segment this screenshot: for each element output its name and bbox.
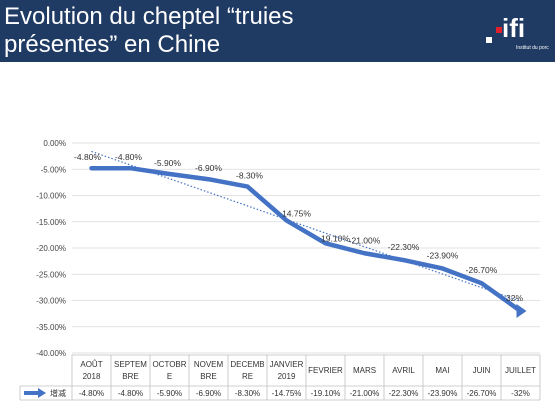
x-tick-label: MAI — [435, 366, 449, 375]
x-tick-label: AOÛT — [80, 360, 102, 369]
series-arrowhead-icon — [516, 304, 527, 318]
data-label: 14.75% — [282, 208, 311, 218]
ifip-logo: ifi Institut du porc — [478, 13, 552, 57]
logo-tagline: Institut du porc — [516, 45, 549, 51]
table-value: -5.90% — [157, 389, 182, 398]
data-label: 19.10% — [321, 233, 350, 243]
y-tick-label: -10.00% — [36, 192, 66, 201]
logo-square-red — [496, 27, 502, 33]
data-point — [128, 166, 133, 170]
table-value: -26.70% — [467, 389, 497, 398]
chart-gridlines — [72, 142, 540, 354]
y-tick-label: -15.00% — [36, 218, 66, 227]
x-tick-label: 2019 — [278, 372, 296, 381]
data-label: -22.30% — [388, 242, 420, 252]
data-label: -26.70% — [466, 265, 498, 275]
y-tick-label: -40.00% — [36, 349, 66, 358]
x-tick-label: JANVIER — [270, 360, 304, 369]
data-point — [401, 258, 406, 262]
y-tick-label: 0.00% — [43, 139, 66, 148]
x-tick-label: JUILLET — [505, 366, 536, 375]
trendline-path — [91, 150, 521, 302]
data-point — [362, 251, 367, 256]
series-line — [89, 165, 523, 314]
data-labels: -4.80% -4.80% -5.90% -6.90% -8.30% 14.75% 19.1… — [74, 152, 523, 303]
table-value: -4.80% — [118, 389, 143, 398]
x-tick-label: BRE — [200, 372, 216, 381]
x-tick-label: 2018 — [83, 372, 101, 381]
slide-title-line-1: Evolution du cheptel “truies — [4, 3, 294, 30]
table-value: -19.10% — [311, 389, 341, 398]
data-label: -6.90% — [195, 163, 222, 173]
data-table: AOÛT 2018 SEPTEM BRE OCTOBR E NOVEM BRE DECEMB RE… — [19, 354, 541, 401]
slide-header: Evolution du cheptel “truies présentes” … — [0, 0, 555, 62]
table-value: -22.30% — [389, 389, 419, 398]
x-tick-label: DECEMB — [230, 360, 264, 369]
logo-text: ifi — [502, 13, 526, 43]
table-value: -14.75% — [272, 389, 302, 398]
sow-herd-line-chart: 0.00%-5.00%-10.00%-15.00%-20.00%-25.00%-… — [19, 139, 541, 401]
x-tick-label: E — [167, 372, 172, 381]
data-label: -4.80% — [115, 152, 142, 162]
table-value: -21.00% — [350, 389, 380, 398]
table-value: -8.30% — [235, 389, 260, 398]
data-point — [245, 184, 250, 189]
y-tick-label: -30.00% — [36, 297, 66, 306]
data-point — [89, 166, 94, 170]
x-tick-label: RE — [242, 372, 253, 381]
y-tick-label: -5.00% — [41, 165, 66, 174]
data-point — [323, 241, 328, 246]
data-label: -4.80% — [74, 152, 101, 162]
x-tick-label: BRE — [122, 372, 138, 381]
data-point — [206, 177, 211, 182]
y-tick-label: -20.00% — [36, 244, 66, 253]
data-label: -5.90% — [154, 158, 181, 168]
x-tick-label: OCTOBR — [152, 360, 186, 369]
slide-title-line-2: présentes” en Chine — [4, 31, 221, 58]
data-point — [167, 172, 172, 176]
data-point — [479, 281, 484, 285]
x-tick-label: AVRIL — [392, 366, 415, 375]
y-tick-label: -35.00% — [36, 323, 66, 332]
series-line-group — [89, 165, 527, 318]
x-tick-label: NOVEM — [194, 360, 224, 369]
logo-square-white — [486, 37, 492, 43]
x-tick-label: MARS — [353, 366, 376, 375]
table-row-label: 增减 — [50, 388, 66, 398]
x-tick-label: JUIN — [473, 366, 491, 375]
x-tick-label: FEVRIER — [308, 366, 343, 375]
table-value: -6.90% — [196, 389, 221, 398]
y-axis-ticks: 0.00% -5.00% -10.00% -15.00% -20.00% -25.00% -… — [36, 139, 66, 358]
trendline — [91, 150, 521, 302]
data-label: -21.00% — [349, 235, 381, 245]
y-tick-label: -25.00% — [36, 270, 66, 279]
x-tick-label: SEPTEM — [114, 360, 147, 369]
data-point — [284, 218, 289, 223]
data-label: -8.30% — [236, 171, 263, 181]
data-label: -23.90% — [427, 250, 459, 260]
legend-arrow-icon — [38, 388, 46, 398]
table-value: -32% — [511, 389, 530, 398]
data-point — [440, 266, 445, 271]
table-value: -4.80% — [79, 389, 104, 398]
table-value: -23.90% — [428, 389, 458, 398]
data-label: 32% — [506, 293, 523, 303]
